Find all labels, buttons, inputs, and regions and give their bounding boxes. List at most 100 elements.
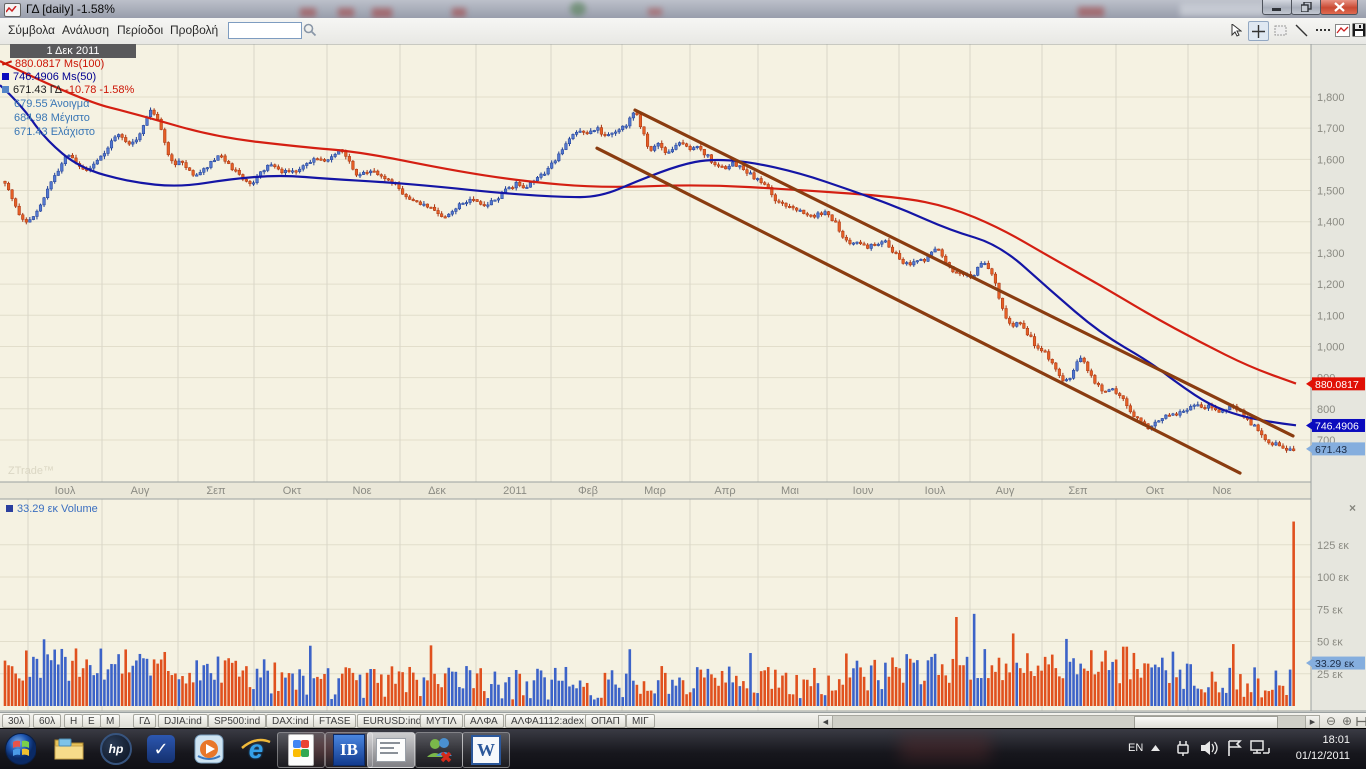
minimize-button[interactable] bbox=[1262, 0, 1292, 15]
svg-text:1,700: 1,700 bbox=[1317, 123, 1345, 135]
svg-text:Μαι: Μαι bbox=[781, 485, 800, 497]
tab-symbol-djia[interactable]: DJIA:ind bbox=[158, 714, 208, 728]
svg-text:800: 800 bbox=[1317, 404, 1335, 416]
tab-period-day[interactable]: Η bbox=[64, 714, 84, 728]
tab-symbol-dax[interactable]: DAX:ind bbox=[266, 714, 315, 728]
search-icon[interactable] bbox=[303, 23, 317, 42]
restore-button[interactable] bbox=[1291, 0, 1321, 15]
ma100-line-icon bbox=[1, 60, 13, 66]
tab-period-week[interactable]: Ε bbox=[82, 714, 101, 728]
tab-symbol-mytil[interactable]: ΜΥΤΙΛ bbox=[420, 714, 463, 728]
price-volume-chart[interactable]: 7008009001,0001,1001,2001,3001,4001,5001… bbox=[0, 44, 1366, 712]
scroll-left-arrow[interactable]: ◀ bbox=[819, 716, 833, 728]
legend-low: 671.43 Ελάχιστο bbox=[14, 126, 96, 138]
svg-text:Ιουν: Ιουν bbox=[853, 485, 874, 497]
bar-spacing-button[interactable] bbox=[1354, 714, 1366, 728]
tray-date: 01/12/2011 bbox=[1295, 750, 1350, 762]
ztrade-app-icon bbox=[376, 738, 406, 762]
close-button[interactable] bbox=[1320, 0, 1358, 15]
taskbar: hp ✓ e IB W EN 18:01 01/12/2011 bbox=[0, 728, 1366, 769]
symbol-search-input[interactable] bbox=[228, 22, 302, 39]
horizontal-scrollbar[interactable]: ◀ ▶ bbox=[818, 715, 1320, 730]
svg-text:Αυγ: Αυγ bbox=[131, 485, 150, 497]
tray-clock[interactable]: 18:01 01/12/2011 bbox=[1282, 732, 1350, 764]
volume-swatch-icon bbox=[6, 505, 13, 512]
trendline-icon[interactable] bbox=[1292, 21, 1311, 39]
svg-text:1,200: 1,200 bbox=[1317, 279, 1345, 291]
legend-high: 684.98 Μέγιστο bbox=[14, 112, 90, 124]
start-button[interactable] bbox=[4, 733, 36, 765]
svg-text:75 εκ: 75 εκ bbox=[1317, 604, 1343, 616]
tab-symbol-eurusd[interactable]: EURUSD:ind bbox=[357, 714, 428, 728]
background-blob bbox=[648, 8, 662, 16]
window-title: ΓΔ [daily] -1.58% bbox=[26, 2, 115, 16]
background-blob bbox=[1180, 3, 1265, 16]
legend-open: 679.55 Άνοιγμα bbox=[14, 98, 90, 110]
word-button[interactable]: W bbox=[462, 732, 510, 768]
tab-symbol-alpha[interactable]: ΑΛΦΑ bbox=[464, 714, 504, 728]
tray-action-center-icon[interactable] bbox=[1224, 737, 1246, 759]
background-blob bbox=[372, 8, 392, 18]
svg-text:Νοε: Νοε bbox=[353, 485, 372, 497]
crosshair-icon[interactable] bbox=[1248, 21, 1269, 41]
tray-network-icon[interactable] bbox=[1248, 737, 1272, 759]
tab-period-60min[interactable]: 60λ bbox=[33, 714, 62, 728]
tray-plug-icon[interactable] bbox=[1172, 737, 1194, 759]
svg-text:1,300: 1,300 bbox=[1317, 248, 1345, 260]
zoom-box-icon[interactable] bbox=[1271, 21, 1290, 39]
tab-symbol-mig[interactable]: ΜΙΓ bbox=[626, 714, 655, 728]
checkmark-app-icon[interactable]: ✓ bbox=[145, 733, 177, 765]
ztrade-chart-button[interactable] bbox=[367, 732, 415, 768]
tray-volume-icon[interactable] bbox=[1198, 737, 1220, 759]
check-glyph: ✓ bbox=[147, 735, 175, 763]
media-player-icon[interactable] bbox=[193, 733, 225, 765]
svg-text:100 εκ: 100 εκ bbox=[1317, 572, 1349, 584]
tab-period-month[interactable]: Μ bbox=[100, 714, 121, 728]
menu-bar: Σύμβολα Ανάλυση Περίοδοι Προβολή bbox=[0, 18, 1366, 45]
title-bar[interactable]: ΓΔ [daily] -1.58% bbox=[0, 0, 1366, 18]
save-icon[interactable] bbox=[1349, 21, 1366, 39]
background-blob bbox=[570, 2, 586, 16]
hp-icon[interactable]: hp bbox=[100, 733, 132, 765]
svg-text:Οκτ: Οκτ bbox=[1146, 485, 1165, 497]
language-indicator[interactable]: EN bbox=[1128, 742, 1144, 754]
zoom-in-button[interactable]: ⊕ bbox=[1341, 714, 1353, 728]
svg-text:50 εκ: 50 εκ bbox=[1317, 637, 1343, 649]
legend-ma50: 746.4906 Ms(50) bbox=[2, 71, 96, 83]
tab-symbol-opap[interactable]: ΟΠΑΠ bbox=[585, 714, 626, 728]
zoom-out-button[interactable]: ⊖ bbox=[1325, 714, 1337, 728]
scroll-right-arrow[interactable]: ▶ bbox=[1305, 716, 1319, 728]
svg-text:25 εκ: 25 εκ bbox=[1317, 669, 1343, 681]
internet-explorer-icon[interactable]: e bbox=[240, 733, 272, 765]
svg-text:1,500: 1,500 bbox=[1317, 186, 1345, 198]
close-volume-pane-icon[interactable]: × bbox=[1349, 501, 1357, 515]
dotted-line-icon[interactable] bbox=[1313, 21, 1332, 39]
google-app-button[interactable] bbox=[277, 732, 325, 768]
menu-analysis[interactable]: Ανάλυση bbox=[62, 23, 110, 37]
chart-icon[interactable] bbox=[1333, 21, 1352, 39]
legend-last-price: 671.43 ΓΔ -10.78 -1.58% bbox=[2, 84, 134, 96]
legend-ma100: 880.0817 Ms(100) bbox=[1, 58, 104, 70]
messenger-button[interactable] bbox=[415, 732, 463, 768]
ma50-swatch-icon bbox=[2, 73, 9, 80]
menu-periods[interactable]: Περίοδοι bbox=[117, 23, 164, 37]
ib-icon: IB bbox=[333, 734, 365, 766]
tab-period-30min[interactable]: 30λ bbox=[2, 714, 31, 728]
menu-view[interactable]: Προβολή bbox=[170, 23, 219, 37]
pointer-icon[interactable] bbox=[1227, 21, 1246, 39]
app-icon bbox=[4, 3, 21, 17]
google-app-icon bbox=[288, 734, 314, 766]
tray-expand-icon[interactable] bbox=[1146, 739, 1164, 757]
interactive-brokers-button[interactable]: IB bbox=[325, 732, 373, 768]
explorer-icon[interactable] bbox=[53, 733, 85, 765]
svg-text:Δεκ: Δεκ bbox=[428, 485, 446, 497]
menu-symbols[interactable]: Σύμβολα bbox=[8, 23, 55, 37]
tab-symbol-alpha1112[interactable]: ΑΛΦΑ1112:adex bbox=[505, 714, 590, 728]
tab-symbol-ftase[interactable]: FTASE bbox=[313, 714, 357, 728]
tab-symbol-gd[interactable]: ΓΔ bbox=[133, 714, 157, 728]
svg-text:Ιουλ: Ιουλ bbox=[55, 485, 76, 497]
tab-symbol-sp500[interactable]: SP500:ind bbox=[208, 714, 267, 728]
svg-text:Ιουλ: Ιουλ bbox=[925, 485, 946, 497]
bottom-tab-bar: 30λ 60λ Η Ε Μ ΓΔ DJIA:ind SP500:ind DAX:… bbox=[0, 712, 1366, 730]
